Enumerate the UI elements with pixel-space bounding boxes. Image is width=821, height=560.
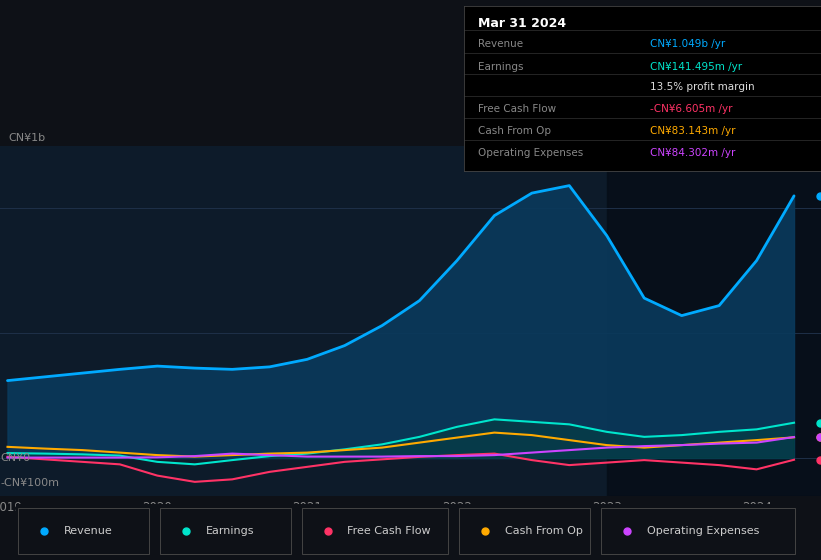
Text: Free Cash Flow: Free Cash Flow [347,526,431,535]
Text: CN¥1b: CN¥1b [8,133,45,143]
Bar [607,146,821,496]
Text: Free Cash Flow: Free Cash Flow [478,104,557,114]
Text: CN¥1.049b /yr: CN¥1.049b /yr [649,39,725,49]
Text: CN¥0: CN¥0 [0,453,30,463]
Text: CN¥83.143m /yr: CN¥83.143m /yr [649,126,735,136]
Text: Revenue: Revenue [478,39,523,49]
Text: Cash From Op: Cash From Op [478,126,551,136]
Text: CN¥141.495m /yr: CN¥141.495m /yr [649,62,741,72]
Text: -CN¥6.605m /yr: -CN¥6.605m /yr [649,104,732,114]
Text: Earnings: Earnings [478,62,524,72]
Text: Mar 31 2024: Mar 31 2024 [478,17,566,30]
Text: Cash From Op: Cash From Op [505,526,583,535]
Text: 13.5% profit margin: 13.5% profit margin [649,82,754,92]
Text: Revenue: Revenue [64,526,112,535]
Text: CN¥84.302m /yr: CN¥84.302m /yr [649,148,735,158]
Text: -CN¥100m: -CN¥100m [0,478,59,488]
Text: Operating Expenses: Operating Expenses [647,526,759,535]
Text: Operating Expenses: Operating Expenses [478,148,584,158]
Text: Earnings: Earnings [205,526,254,535]
